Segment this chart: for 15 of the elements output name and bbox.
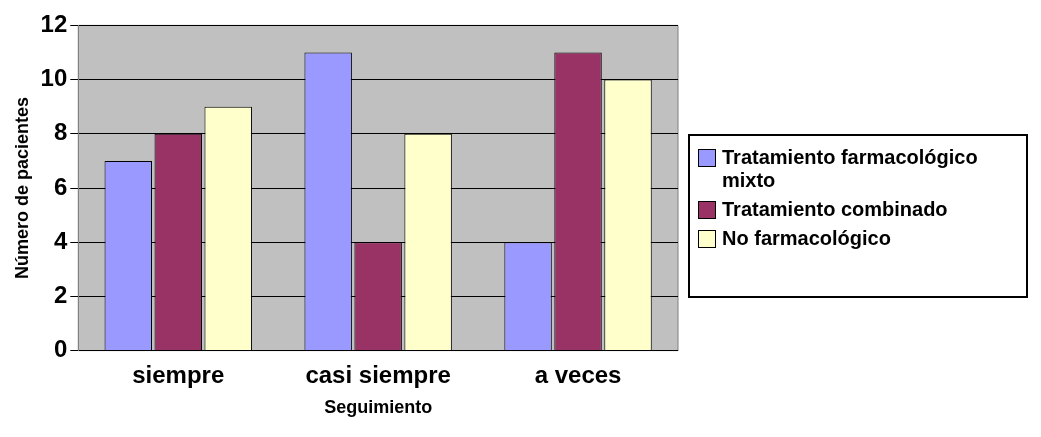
x-tick-label: a veces	[534, 360, 622, 388]
y-tick-label: 12	[40, 10, 68, 38]
legend-label: Tratamiento farmacológico mixto	[722, 145, 979, 192]
y-tick-label: 10	[40, 64, 68, 92]
x-tick-label: siempre	[132, 360, 225, 388]
x-axis-title: Seguimiento	[324, 397, 433, 418]
y-axis-title: Número de pacientes	[11, 96, 32, 280]
y-tick-label: 6	[53, 172, 68, 200]
legend-label: No farmacológico	[722, 226, 891, 250]
y-tick-label: 0	[53, 335, 68, 363]
y-tick-label: 8	[53, 118, 68, 146]
legend-label: Tratamiento combinado	[722, 197, 948, 221]
x-tick-label: casi siempre	[305, 360, 451, 388]
y-tick-label: 4	[53, 226, 68, 254]
y-tick-label: 2	[53, 281, 68, 309]
